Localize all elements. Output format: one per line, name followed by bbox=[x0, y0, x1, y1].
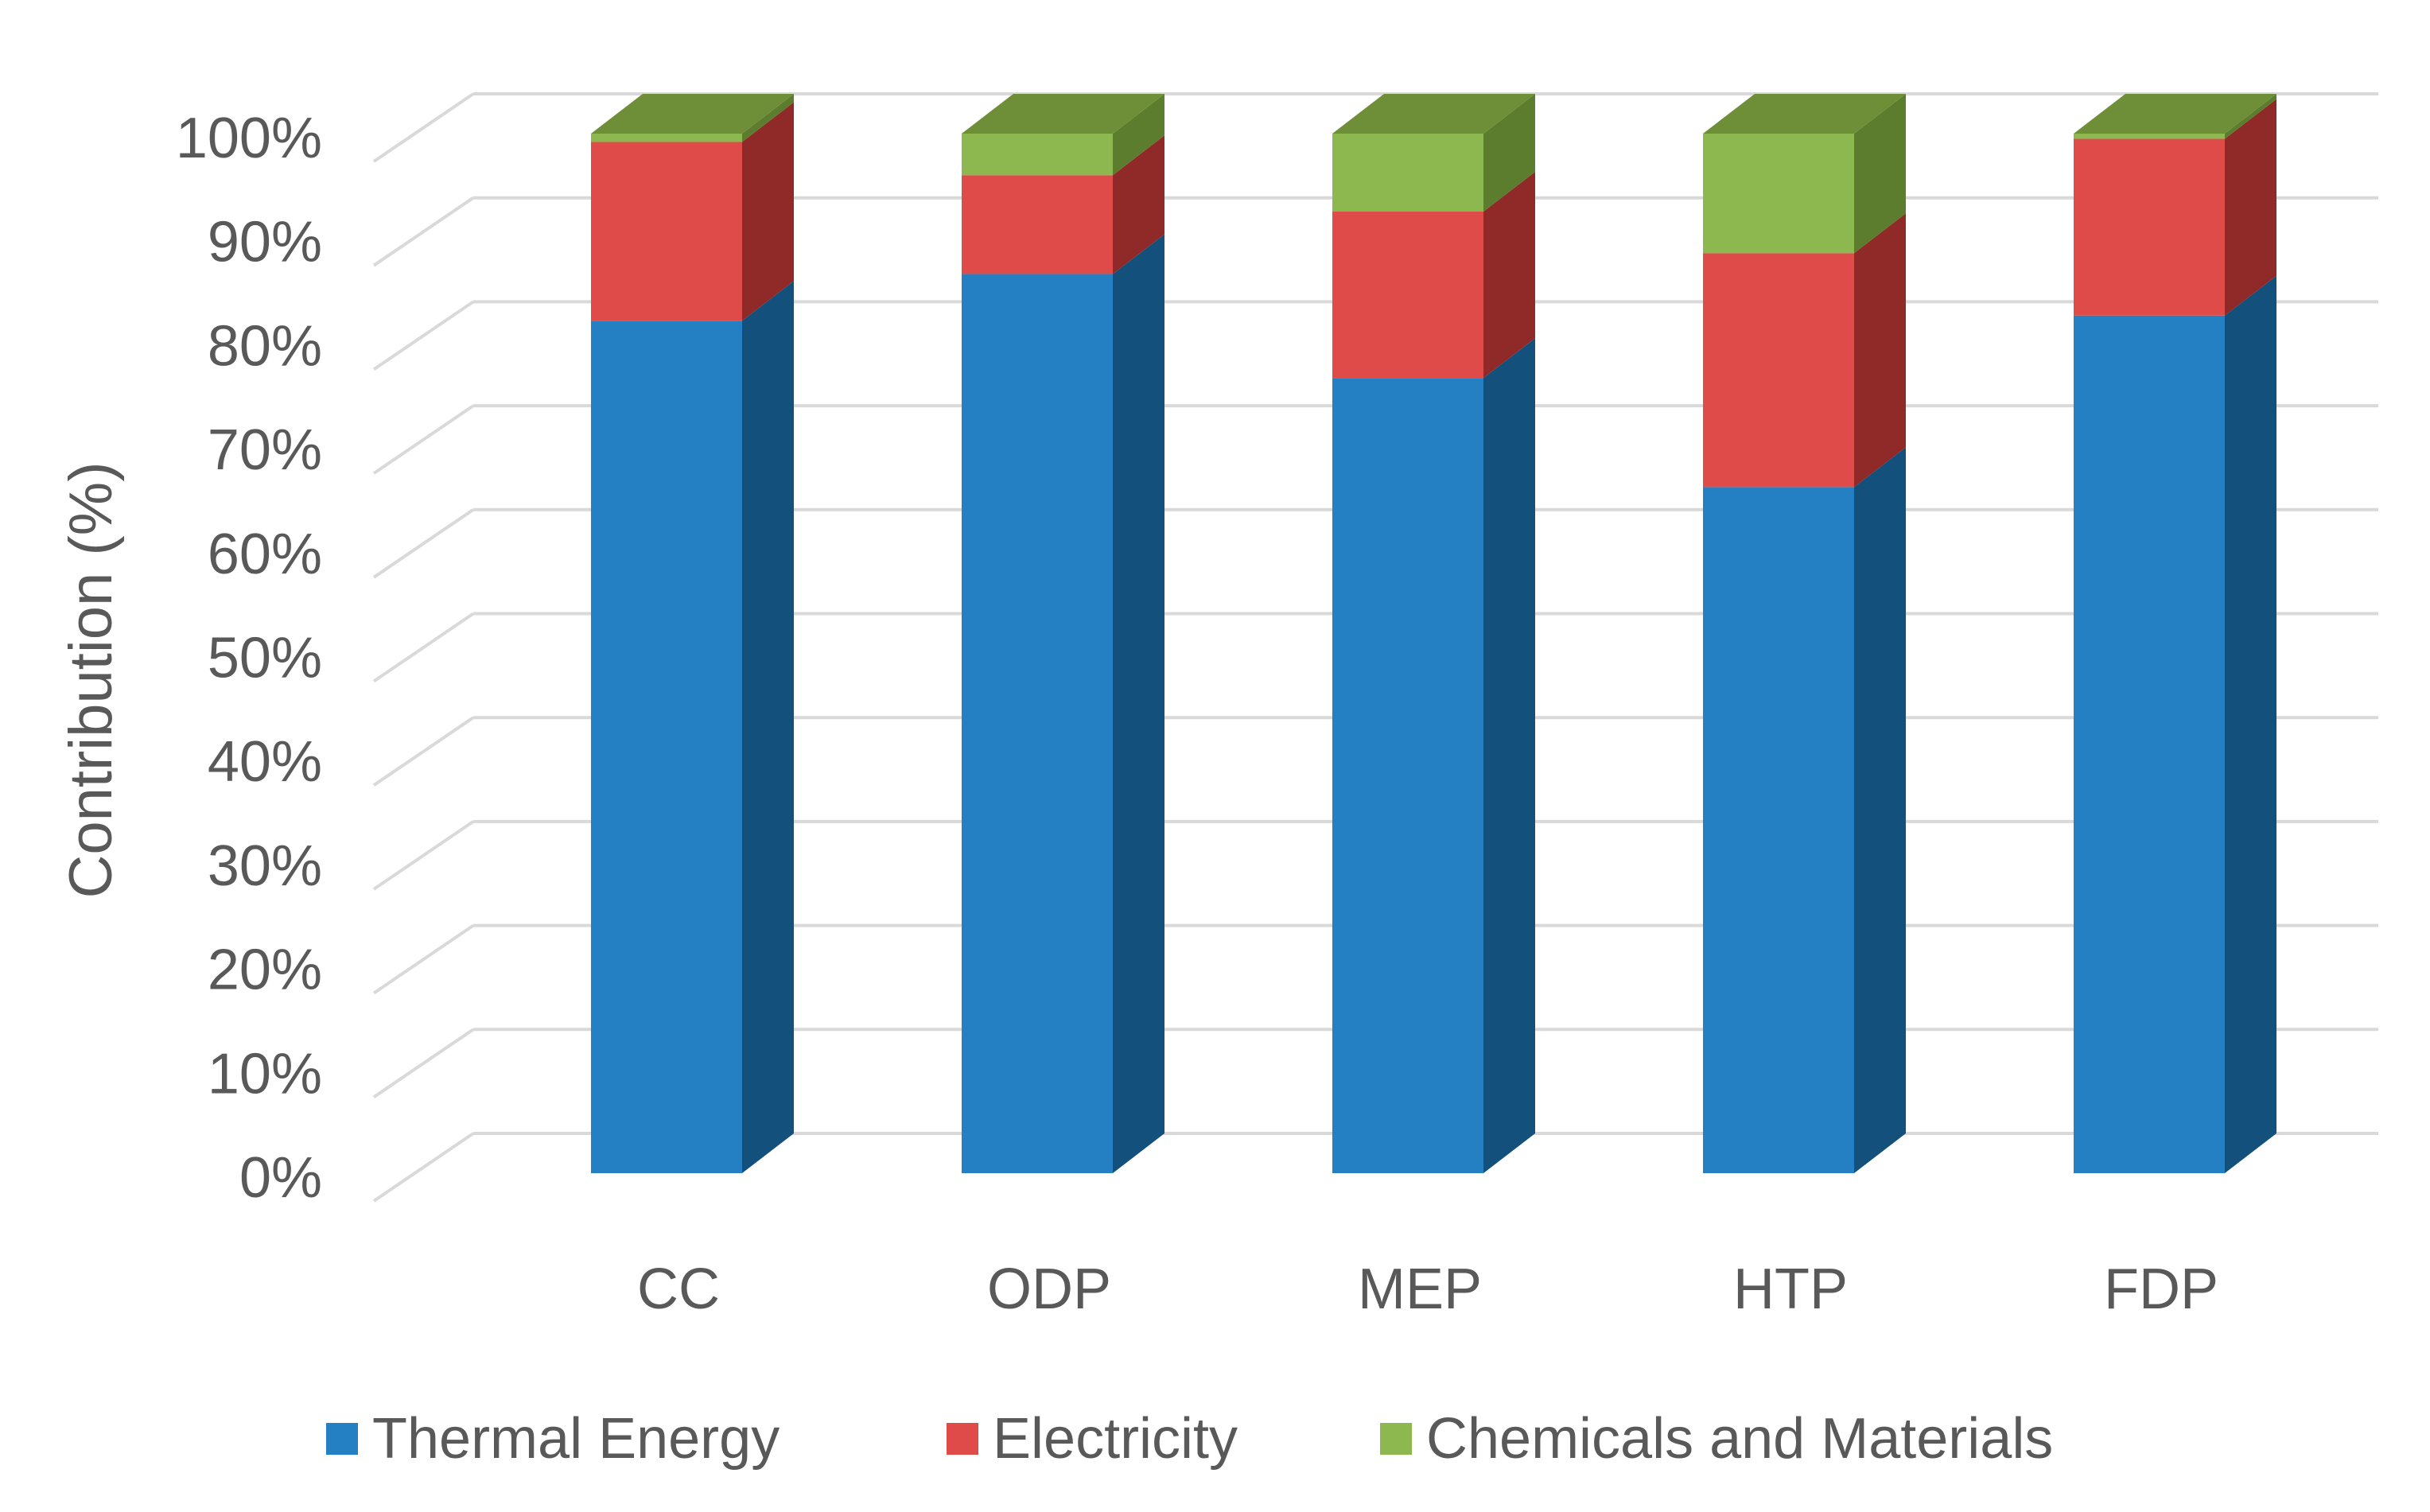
gridline-diagonal bbox=[372, 508, 475, 579]
bar-segment-thermal-energy bbox=[962, 274, 1113, 1173]
legend-item-chemicals-and-materials: Chemicals and Materials bbox=[1380, 1407, 2053, 1471]
x-tick-label: MEP bbox=[1358, 1257, 1482, 1321]
bar-top bbox=[591, 94, 794, 134]
bar-segment-chemicals-and-materials bbox=[1703, 134, 1854, 254]
bar-side-electricity bbox=[2225, 99, 2276, 316]
bar-top bbox=[1332, 94, 1535, 134]
bar-stack-odp bbox=[962, 94, 1164, 1173]
y-tick-label: 30% bbox=[208, 834, 322, 898]
legend-swatch bbox=[326, 1423, 358, 1455]
bar-segment-chemicals-and-materials bbox=[2074, 134, 2225, 139]
bar-segment-chemicals-and-materials bbox=[1332, 134, 1483, 212]
gridline-diagonal bbox=[372, 300, 475, 371]
bar-segment-chemicals-and-materials bbox=[962, 134, 1113, 176]
bar-segment-electricity bbox=[1332, 212, 1483, 379]
bar-segment-thermal-energy bbox=[591, 321, 742, 1173]
gridline-diagonal bbox=[372, 404, 475, 475]
bar-segment-electricity bbox=[962, 175, 1113, 274]
bar-segment-electricity bbox=[591, 142, 742, 321]
bar-top bbox=[962, 94, 1164, 134]
x-tick-label: HTP bbox=[1733, 1257, 1848, 1321]
bar-side-electricity bbox=[1854, 213, 1906, 488]
y-axis-label: Contribution (%) bbox=[57, 461, 125, 898]
legend-item-thermal-energy: Thermal Energy bbox=[326, 1407, 780, 1471]
legend-label: Thermal Energy bbox=[372, 1407, 780, 1471]
legend-label: Electricity bbox=[993, 1407, 1238, 1471]
y-tick-label: 0% bbox=[239, 1146, 322, 1210]
bar-side-electricity bbox=[742, 102, 794, 321]
y-tick-label: 10% bbox=[208, 1042, 322, 1106]
y-tick-label: 80% bbox=[208, 314, 322, 378]
legend-swatch bbox=[947, 1423, 978, 1455]
gridline-diagonal bbox=[372, 820, 475, 891]
bar-segment-chemicals-and-materials bbox=[591, 134, 742, 142]
bar-segment-thermal-energy bbox=[1332, 378, 1483, 1173]
bar-side-thermal-energy bbox=[2225, 275, 2276, 1174]
bar-side-thermal-energy bbox=[1113, 234, 1164, 1173]
bar-side-chemicals-and-materials bbox=[2225, 94, 2276, 139]
y-tick-label: 40% bbox=[208, 730, 322, 794]
legend-swatch bbox=[1380, 1423, 1412, 1455]
gridline-diagonal bbox=[372, 196, 475, 267]
bar-segment-thermal-energy bbox=[1703, 487, 1854, 1173]
legend-label: Chemicals and Materials bbox=[1426, 1407, 2053, 1471]
bars bbox=[591, 94, 2276, 1174]
bar-top bbox=[1703, 94, 1906, 134]
legend: Thermal Energy Electricity Chemicals and M… bbox=[326, 1407, 2053, 1471]
bar-side-electricity bbox=[1113, 135, 1164, 274]
legend-item-electricity: Electricity bbox=[947, 1407, 1238, 1471]
x-axis-ticks: CC ODP MEP HTP FDP bbox=[637, 1257, 2218, 1321]
bar-side-chemicals-and-materials bbox=[1854, 94, 1906, 254]
bar-side-chemicals-and-materials bbox=[1113, 94, 1164, 176]
gridline-diagonal bbox=[372, 92, 475, 163]
y-tick-label: 70% bbox=[208, 418, 322, 482]
bar-top bbox=[2074, 94, 2276, 134]
bar-segment-electricity bbox=[1703, 253, 1854, 488]
bar-stack-cc bbox=[591, 94, 794, 1173]
gridline-diagonal bbox=[372, 716, 475, 787]
y-tick-label: 90% bbox=[208, 211, 322, 274]
y-tick-label: 50% bbox=[208, 627, 322, 690]
bar-side-chemicals-and-materials bbox=[742, 94, 794, 142]
bar-side-thermal-energy bbox=[742, 281, 794, 1173]
x-tick-label: ODP bbox=[987, 1257, 1111, 1321]
y-axis-ticks: 0% 10% 20% 30% 40% 50% 60% 70% 80% 90% 100% bbox=[176, 107, 322, 1210]
gridline-diagonal bbox=[372, 1132, 475, 1203]
bar-side-chemicals-and-materials bbox=[1483, 94, 1535, 212]
y-tick-label: 20% bbox=[208, 939, 322, 1002]
bar-segment-thermal-energy bbox=[2074, 315, 2225, 1174]
x-tick-label: FDP bbox=[2104, 1257, 2218, 1321]
bar-stack-htp bbox=[1703, 94, 1906, 1173]
y-tick-label: 60% bbox=[208, 523, 322, 586]
bar-segment-electricity bbox=[2074, 138, 2225, 316]
x-tick-label: CC bbox=[637, 1257, 720, 1321]
bar-stack-mep bbox=[1332, 94, 1535, 1173]
gridline-diagonal bbox=[372, 612, 475, 683]
bar-side-electricity bbox=[1483, 172, 1535, 379]
y-tick-label: 100% bbox=[176, 107, 322, 170]
bar-side-thermal-energy bbox=[1483, 338, 1535, 1173]
gridline-diagonal bbox=[372, 1028, 475, 1098]
bar-stack-fdp bbox=[2074, 94, 2276, 1174]
bar-side-thermal-energy bbox=[1854, 447, 1906, 1173]
gridline-diagonal bbox=[372, 923, 475, 995]
